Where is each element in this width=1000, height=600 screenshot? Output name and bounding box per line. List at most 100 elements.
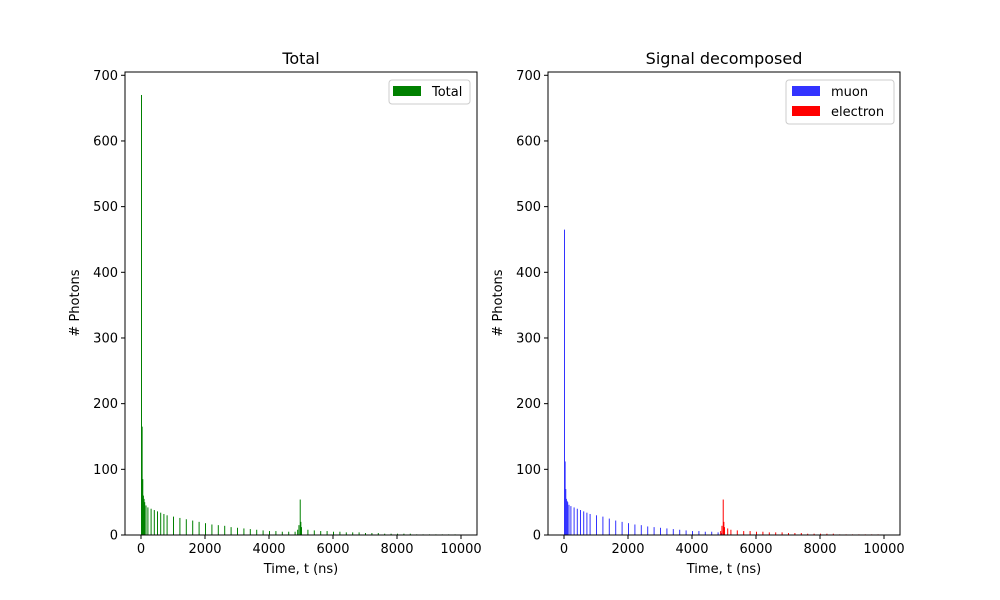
bar-muon xyxy=(586,512,588,535)
bar-total xyxy=(371,533,373,535)
chart-title: Signal decomposed xyxy=(646,49,803,68)
bar-muon xyxy=(685,530,687,535)
bar-total xyxy=(301,527,302,535)
bar-electron xyxy=(736,530,738,535)
bar-muon xyxy=(580,510,581,535)
y-tick-label: 100 xyxy=(93,463,118,478)
bar-total xyxy=(198,521,200,535)
bar-total xyxy=(147,507,149,535)
bar-total xyxy=(145,505,147,535)
y-tick-label: 700 xyxy=(93,69,118,84)
bar-muon xyxy=(596,515,597,535)
bar-electron xyxy=(807,533,809,535)
chart-panel-signal-decomposed: Signal decomposed 0 2000 4000 6000 8000 10000… xyxy=(491,49,905,577)
bar-muon xyxy=(615,520,617,535)
y-tick-label: 200 xyxy=(516,397,541,412)
bar-total xyxy=(192,520,194,535)
y-tick-label: 500 xyxy=(93,200,118,215)
bar-muon xyxy=(564,229,565,535)
bar-total xyxy=(297,529,299,535)
bar-total xyxy=(300,521,302,535)
x-tick-label: 4000 xyxy=(252,542,285,557)
bar-electron xyxy=(768,532,770,535)
bar-total xyxy=(326,531,328,535)
bar-total xyxy=(163,513,165,535)
legend: muon electron xyxy=(785,79,895,125)
bar-total xyxy=(345,532,347,535)
y-tick-label: 0 xyxy=(533,529,541,544)
bar-muon xyxy=(621,521,623,535)
x-tick-label: 2000 xyxy=(188,542,221,557)
bar-total xyxy=(230,527,232,535)
legend-swatch-electron xyxy=(792,106,820,116)
bar-electron xyxy=(723,521,725,535)
bar-total xyxy=(288,531,290,535)
bar-muon xyxy=(602,516,604,535)
bar-muon xyxy=(570,506,572,535)
bar-electron xyxy=(749,531,751,535)
bar-muon xyxy=(640,525,642,535)
bar-muon xyxy=(583,511,585,535)
plot-frame xyxy=(547,71,901,536)
bar-muon xyxy=(679,529,681,535)
bar-total xyxy=(333,531,334,535)
bars-group xyxy=(564,229,879,535)
bar-total xyxy=(269,531,270,535)
y-tick-label: 600 xyxy=(93,134,118,149)
bar-total xyxy=(243,528,245,535)
x-tick-label: 2000 xyxy=(611,542,644,557)
bar-total xyxy=(211,524,213,535)
bar-electron xyxy=(820,533,821,535)
bar-electron xyxy=(794,533,796,535)
chart-title: Total xyxy=(281,49,319,68)
bar-total xyxy=(224,525,226,535)
bar-total xyxy=(365,533,366,535)
bar-total xyxy=(157,511,158,535)
bar-muon xyxy=(692,531,693,535)
bar-muon xyxy=(589,513,591,535)
bar-muon xyxy=(660,527,661,535)
bar-total xyxy=(262,530,264,535)
bar-total xyxy=(384,533,386,535)
x-tick-label: 10000 xyxy=(863,542,904,557)
bar-total xyxy=(153,510,155,535)
x-tick-label: 6000 xyxy=(739,542,772,557)
bar-total xyxy=(339,531,341,535)
x-axis-label: Time, t (ns) xyxy=(263,562,338,577)
y-ticks: 0 100 200 300 400 500 600 700 xyxy=(516,69,548,544)
bar-muon xyxy=(711,531,713,535)
y-tick-label: 400 xyxy=(93,266,118,281)
bar-electron xyxy=(756,531,757,535)
bar-electron xyxy=(762,531,764,535)
bar-muon xyxy=(568,504,570,535)
bar-total xyxy=(390,533,392,535)
bar-total xyxy=(142,479,144,535)
bar-total xyxy=(141,94,142,536)
bar-total xyxy=(173,516,174,535)
bar-muon xyxy=(565,498,567,535)
plot-frame xyxy=(124,71,478,536)
bar-total xyxy=(352,532,354,535)
bar-electron xyxy=(722,499,724,535)
bar-total xyxy=(185,519,187,535)
bar-muon xyxy=(576,508,578,535)
y-tick-label: 500 xyxy=(516,200,541,215)
bar-total xyxy=(275,531,277,535)
bar-electron xyxy=(781,532,783,535)
bar-electron xyxy=(720,531,722,535)
x-tick-label: 6000 xyxy=(316,542,349,557)
bar-total xyxy=(307,529,309,535)
bar-muon xyxy=(567,502,569,535)
x-tick-label: 4000 xyxy=(675,542,708,557)
x-tick-label: 0 xyxy=(137,542,145,557)
bar-muon xyxy=(628,523,629,535)
y-tick-label: 600 xyxy=(516,134,541,149)
bar-total xyxy=(358,532,360,535)
bar-total xyxy=(409,533,411,535)
x-tick-label: 8000 xyxy=(380,542,413,557)
legend: Total xyxy=(388,79,471,105)
bar-total xyxy=(205,523,206,535)
bar-muon xyxy=(565,489,567,535)
bar-muon xyxy=(573,507,575,535)
bar-muon xyxy=(608,518,610,535)
